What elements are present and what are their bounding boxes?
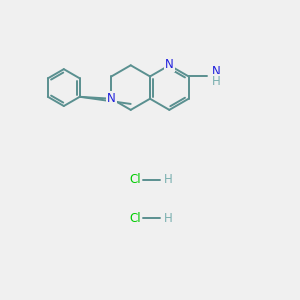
Text: Cl: Cl [130,212,141,225]
Text: H: H [212,75,221,88]
Text: H: H [164,173,173,186]
Text: Cl: Cl [130,173,141,186]
Text: N: N [107,92,116,105]
Text: N: N [212,65,221,79]
Text: N: N [165,58,174,71]
Text: H: H [164,212,173,225]
